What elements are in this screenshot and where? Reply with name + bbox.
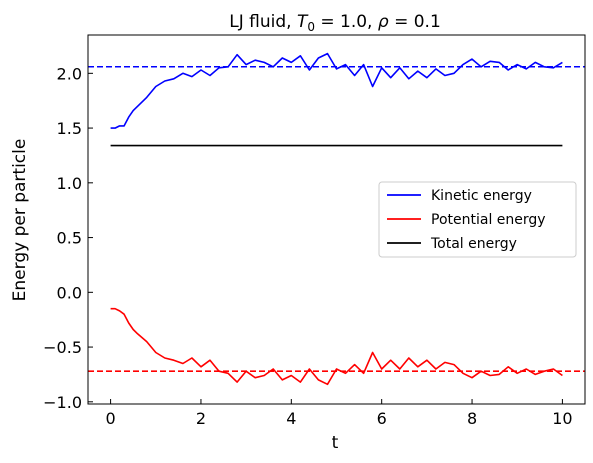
x-tick-label: 10 [552, 409, 572, 428]
y-tick-label: 0.0 [57, 283, 82, 302]
x-axis-label: t [332, 433, 339, 453]
legend-label: Kinetic energy [431, 188, 532, 204]
series-line-kinetic-energy [110, 52, 563, 129]
y-tick-label: 1.5 [57, 119, 82, 138]
y-tick-label: −0.5 [43, 338, 82, 357]
title-prefix: LJ fluid, [229, 12, 297, 32]
series-line-potential-energy [110, 307, 563, 386]
legend: Kinetic energy Potential energy Total ener… [378, 181, 577, 258]
title-t-value: = 1.0, [315, 12, 378, 32]
title-rho-symbol: ρ [378, 12, 389, 32]
y-tick-label: 0.5 [57, 229, 82, 248]
x-tick-label: 2 [196, 409, 206, 428]
x-tick-label: 6 [377, 409, 387, 428]
y-axis-label: Energy per particle [10, 139, 30, 302]
legend-label: Potential energy [431, 212, 546, 228]
y-tick-label: 1.0 [57, 174, 82, 193]
y-tick-label: 2.0 [57, 64, 82, 83]
chart-title: LJ fluid, T0 = 1.0, ρ = 0.1 [229, 12, 441, 34]
plot-frame [87, 34, 586, 405]
y-tick-label: −1.0 [43, 393, 82, 412]
x-tick-label: 8 [467, 409, 477, 428]
x-tick-label: 4 [286, 409, 296, 428]
x-tick-label: 0 [105, 409, 115, 428]
legend-label: Total energy [430, 236, 517, 252]
title-t-subscript: 0 [307, 20, 315, 34]
legend-box [378, 181, 577, 258]
title-t-symbol: T [297, 12, 309, 32]
plot-area: 0 2 4 6 8 10 −1.0 −0.5 0.0 0.5 1.0 1.5 2.0 [43, 34, 586, 428]
title-rho-value: = 0.1 [389, 12, 441, 32]
